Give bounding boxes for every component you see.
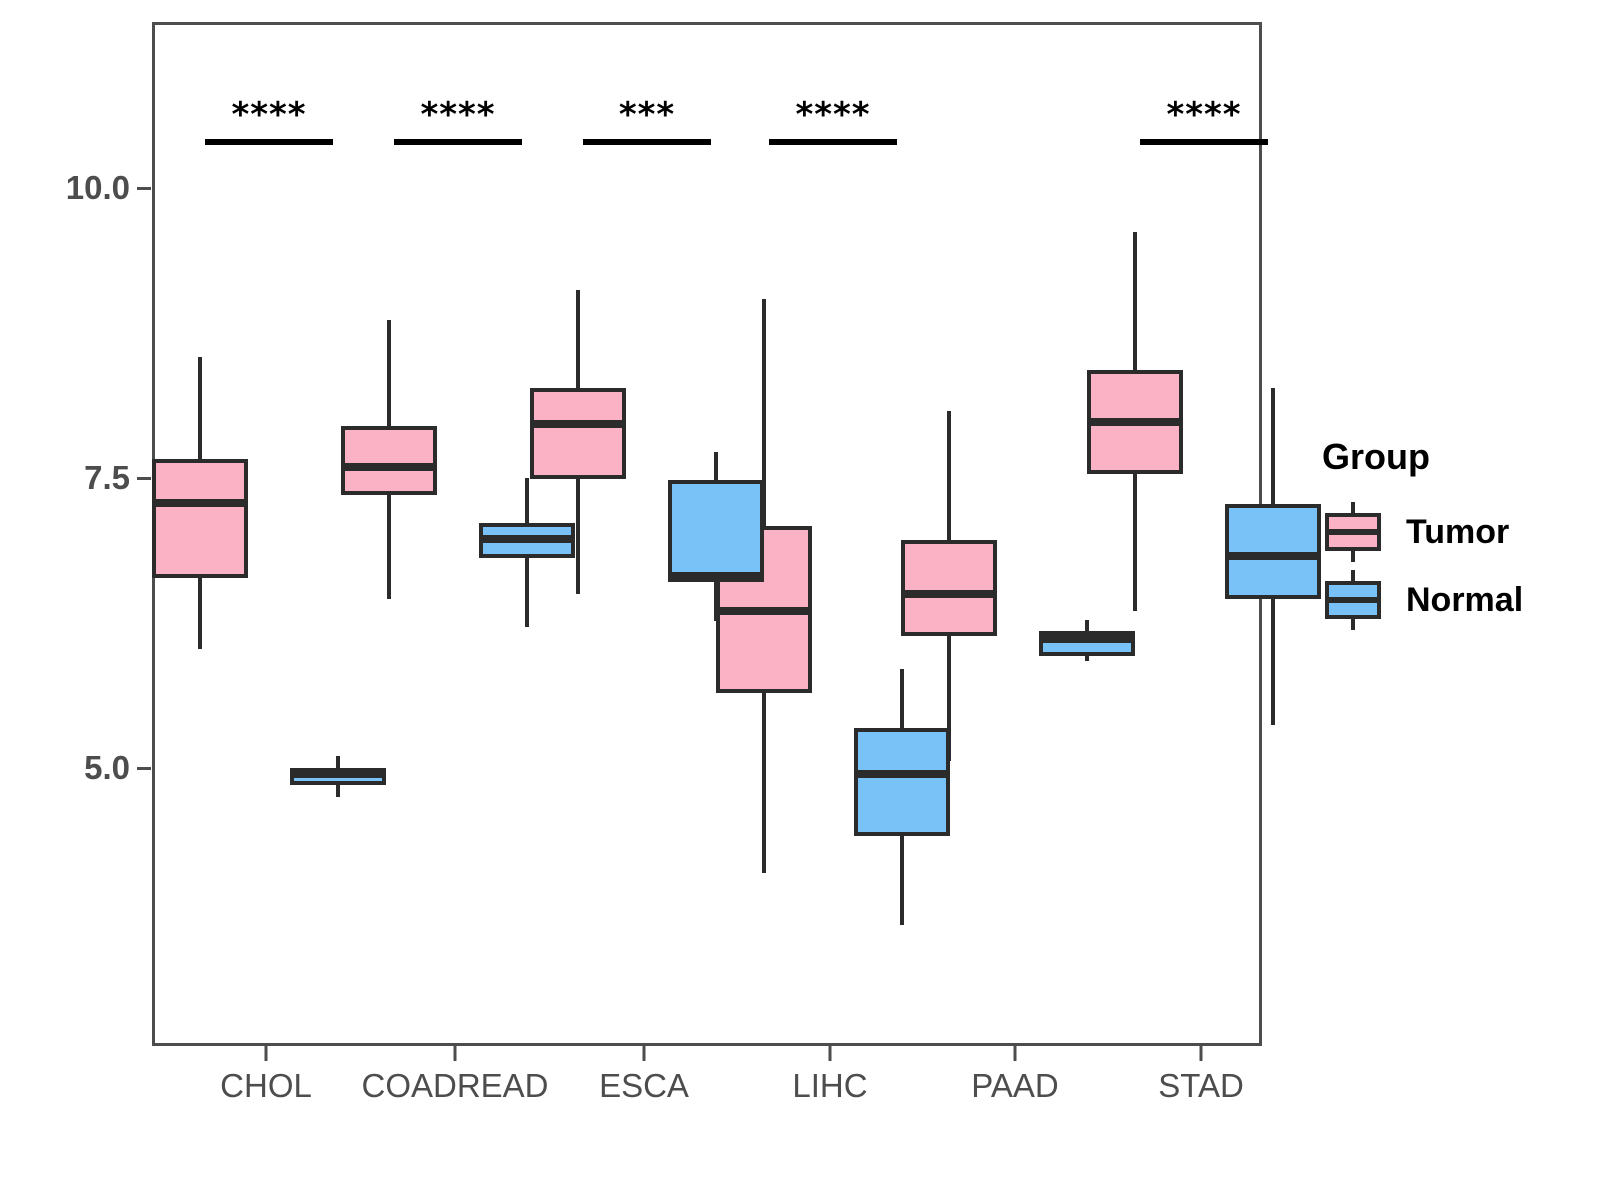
legend-whisker-top <box>1351 502 1355 514</box>
x-tick-mark <box>642 1046 646 1061</box>
x-tick-mark <box>453 1046 457 1061</box>
boxplot-layer <box>152 25 1321 1043</box>
significance-stars-lihc: **** <box>795 94 871 135</box>
significance-stars-chol: **** <box>231 94 307 135</box>
median-line <box>152 499 248 508</box>
median-line <box>668 572 764 581</box>
box-rect <box>530 388 626 479</box>
plot-panel: **** **** *** **** **** <box>152 22 1321 1046</box>
boxplot-normal-stad <box>155 25 1321 1043</box>
boxplot-normal-chol <box>155 25 1259 1043</box>
significance-bar-esca <box>583 138 711 145</box>
x-tick-label-paad: PAAD <box>971 1067 1059 1104</box>
x-tick-label-esca: ESCA <box>599 1067 689 1104</box>
x-tick-label-chol: CHOL <box>220 1067 312 1104</box>
x-tick-mark <box>264 1046 268 1061</box>
x-tick-mark <box>1013 1046 1017 1061</box>
x-tick-label-stad: STAD <box>1158 1067 1244 1104</box>
legend-item-normal[interactable]: Normal <box>1322 566 1592 634</box>
legend: Group Tumor Normal <box>1322 436 1592 634</box>
median-line <box>854 770 950 779</box>
legend-whisker-bottom <box>1351 550 1355 562</box>
median-line <box>341 463 437 472</box>
y-tick-mark <box>137 187 151 190</box>
boxplot-normal-paad <box>155 25 1259 1043</box>
median-line <box>290 770 386 779</box>
box-rect <box>341 426 437 495</box>
significance-bar-coadread <box>394 138 522 145</box>
boxplot-tumor-coadread <box>155 25 1259 1043</box>
boxplot-tumor-paad <box>155 25 1259 1043</box>
legend-label-tumor: Tumor <box>1406 512 1510 551</box>
y-tick-label: 7.5 <box>84 459 130 496</box>
legend-whisker-bottom <box>1351 618 1355 630</box>
legend-swatch-normal <box>1322 568 1384 632</box>
legend-label-normal: Normal <box>1406 580 1524 619</box>
legend-title: Group <box>1322 436 1430 477</box>
significance-stars-esca: *** <box>618 94 676 135</box>
significance-stars-coadread: **** <box>420 94 496 135</box>
significance-bar-chol <box>205 138 333 145</box>
median-line <box>530 420 626 429</box>
median-line <box>1225 552 1321 561</box>
legend-entries: Tumor Normal <box>1322 498 1592 634</box>
significance-stars-stad: **** <box>1166 94 1242 135</box>
y-tick-mark <box>137 477 151 480</box>
y-tick-mark <box>137 767 151 770</box>
boxplot-tumor-chol <box>152 25 1259 1043</box>
legend-swatch-tumor <box>1322 500 1384 564</box>
y-tick-label: 10.0 <box>65 169 130 206</box>
significance-layer: **** **** *** **** **** <box>155 25 1268 1043</box>
box-rect <box>1225 504 1321 600</box>
median-line <box>1039 634 1135 643</box>
box-rect <box>901 540 997 637</box>
box-rect <box>152 458 248 579</box>
box-rect <box>854 728 950 836</box>
x-tick-mark <box>828 1046 832 1061</box>
y-tick-label: 5.0 <box>84 749 130 786</box>
box-rect <box>668 479 764 582</box>
boxplot-normal-esca <box>155 25 1259 1043</box>
boxplot-tumor-esca <box>155 25 1259 1043</box>
boxplot-normal-coadread <box>155 25 1259 1043</box>
boxplot-normal-lihc <box>155 25 1259 1043</box>
boxplot-tumor-stad <box>155 25 1259 1043</box>
x-tick-mark <box>1199 1046 1203 1061</box>
median-line <box>716 606 812 615</box>
median-line <box>1087 417 1183 426</box>
legend-median-line <box>1325 597 1381 603</box>
significance-bar-lihc <box>769 138 897 145</box>
legend-median-line <box>1325 529 1381 535</box>
boxplot-tumor-lihc <box>155 25 1259 1043</box>
legend-item-tumor[interactable]: Tumor <box>1322 498 1592 566</box>
x-tick-label-coadread: COADREAD <box>361 1067 549 1104</box>
legend-whisker-top <box>1351 570 1355 582</box>
x-tick-label-lihc: LIHC <box>792 1067 868 1104</box>
median-line <box>479 535 575 543</box>
significance-bar-stad <box>1140 138 1268 145</box>
median-line <box>901 589 997 598</box>
